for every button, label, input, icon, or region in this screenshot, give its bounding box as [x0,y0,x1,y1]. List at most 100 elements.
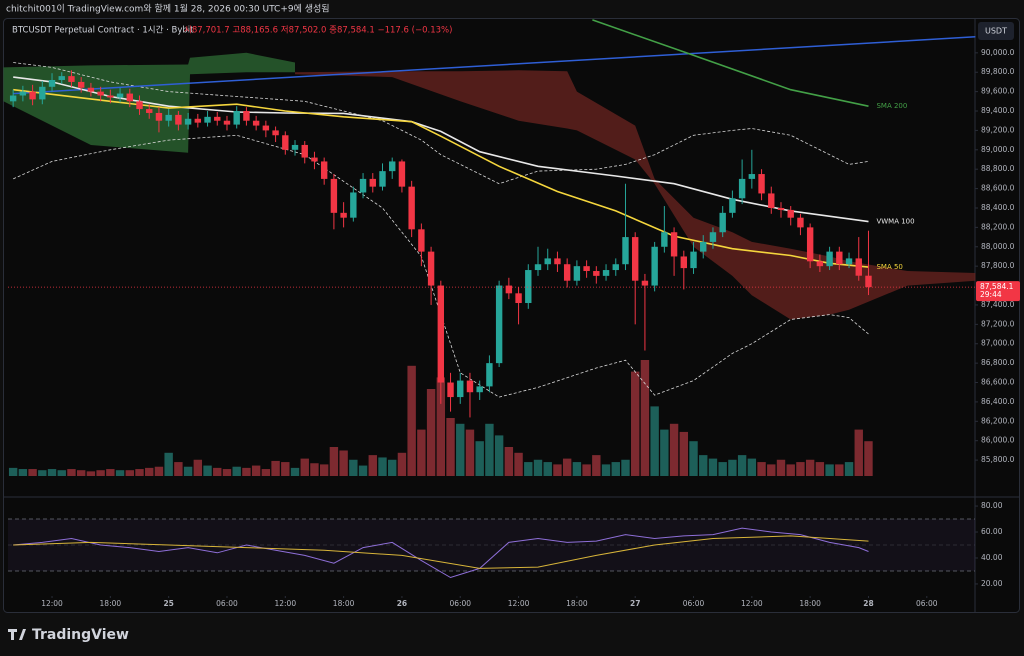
volume-bar [368,455,377,476]
x-tick-label: 28 [863,599,873,608]
y-tick-label: 60.00 [981,527,1003,536]
volume-bar [349,459,358,476]
volume-bar [553,464,562,476]
candle-body [136,101,143,110]
candle-body [301,144,308,158]
y-tick-label: 89,200.0 [981,125,1015,134]
candle-body [369,178,376,187]
ohlc-readout: 시87,701.7 고88,165.6 저87,502.0 종87,584.1 … [184,26,452,36]
candle-body [48,79,56,87]
y-tick-label: 87,400.0 [981,300,1015,309]
candle-body [495,285,503,364]
volume-bar [776,459,786,476]
volume-bar [767,464,776,476]
y-tick-label: 89,000.0 [981,145,1015,154]
volume-bar [485,423,494,476]
volume-bar [47,469,57,476]
x-tick-label: 18:00 [333,599,355,608]
logo: TradingView [8,627,129,643]
candle-body [651,246,658,286]
candle-body [816,261,824,267]
y-tick-label: 88,800.0 [981,164,1015,173]
volume-bar [494,435,504,476]
candle-body [330,178,338,213]
y-tick-label: 86,200.0 [981,416,1015,425]
candle-body [505,285,513,294]
candle-body [437,285,445,383]
volume-bar [465,429,475,476]
candle-body [155,112,163,121]
candle-body [58,76,65,80]
volume-bar [533,459,543,476]
y-tick-label: 80.00 [981,501,1003,510]
moving-average [13,88,869,268]
candle-body [243,111,250,121]
candle-body [758,174,765,194]
candle-body [544,258,551,265]
candle-body [457,380,464,398]
x-tick-label: 06:00 [916,599,938,608]
candle-body [593,271,600,276]
candle-body [262,125,270,131]
candle-body [641,280,649,286]
volume-bar [329,447,339,476]
volume-bar [251,465,261,476]
candle-body [680,256,688,269]
candle-body [223,120,231,125]
volume-bar [854,429,863,476]
candle-body [291,144,299,150]
candle-body [447,382,454,398]
caption: chitchit001이 TradingView.com와 함께 1월 28, … [6,3,330,15]
x-tick-label: 18:00 [799,599,821,608]
volume-bar [417,429,426,476]
volume-bar [640,360,650,476]
volume-bar [193,459,203,476]
volume-bar [106,469,115,476]
volume-bar [475,441,484,476]
y-tick-label: 90,000.0 [981,48,1015,57]
volume-bar [281,462,290,476]
candle-body [252,120,260,126]
volume-bar [592,455,601,476]
candle-body [311,157,318,162]
volume-bar [446,418,455,476]
moving-average-label: VWMA 100 [876,218,914,226]
candle-body [9,95,17,102]
volume-bar [407,365,416,476]
logo-text: TradingView [32,627,129,643]
volume-bar [290,467,300,476]
y-tick-label: 86,800.0 [981,358,1015,367]
y-tick-label: 20.00 [981,579,1003,588]
ichimoku-cloud [295,70,976,320]
y-tick-label: 87,800.0 [981,261,1015,270]
volume-bar [358,465,368,476]
candle-body [466,380,474,393]
candle-body [700,241,707,252]
volume-bar [261,469,271,476]
y-tick-label: 88,400.0 [981,203,1015,212]
candle-body [398,161,406,187]
volume-bar [825,464,834,476]
volume-bar [679,431,689,476]
candle-body [340,212,347,218]
candle-body [632,237,639,281]
volume-bar [737,455,747,476]
volume-bar [242,467,251,476]
volume-bar [319,464,329,476]
candle-body [748,174,756,179]
volume-bar [650,406,659,476]
volume-bar [796,462,805,476]
candle-body [408,186,415,230]
candle-body [39,86,46,100]
logo-mark [8,629,26,640]
volume-bar [747,458,757,476]
volume-bar [154,466,164,476]
candle-body [797,217,804,228]
candle-body [107,95,114,98]
candle-body [175,114,182,125]
candle-body [282,135,289,150]
volume-bar [232,466,241,476]
x-tick-label: 12:00 [741,599,763,608]
candle-body [777,207,785,210]
